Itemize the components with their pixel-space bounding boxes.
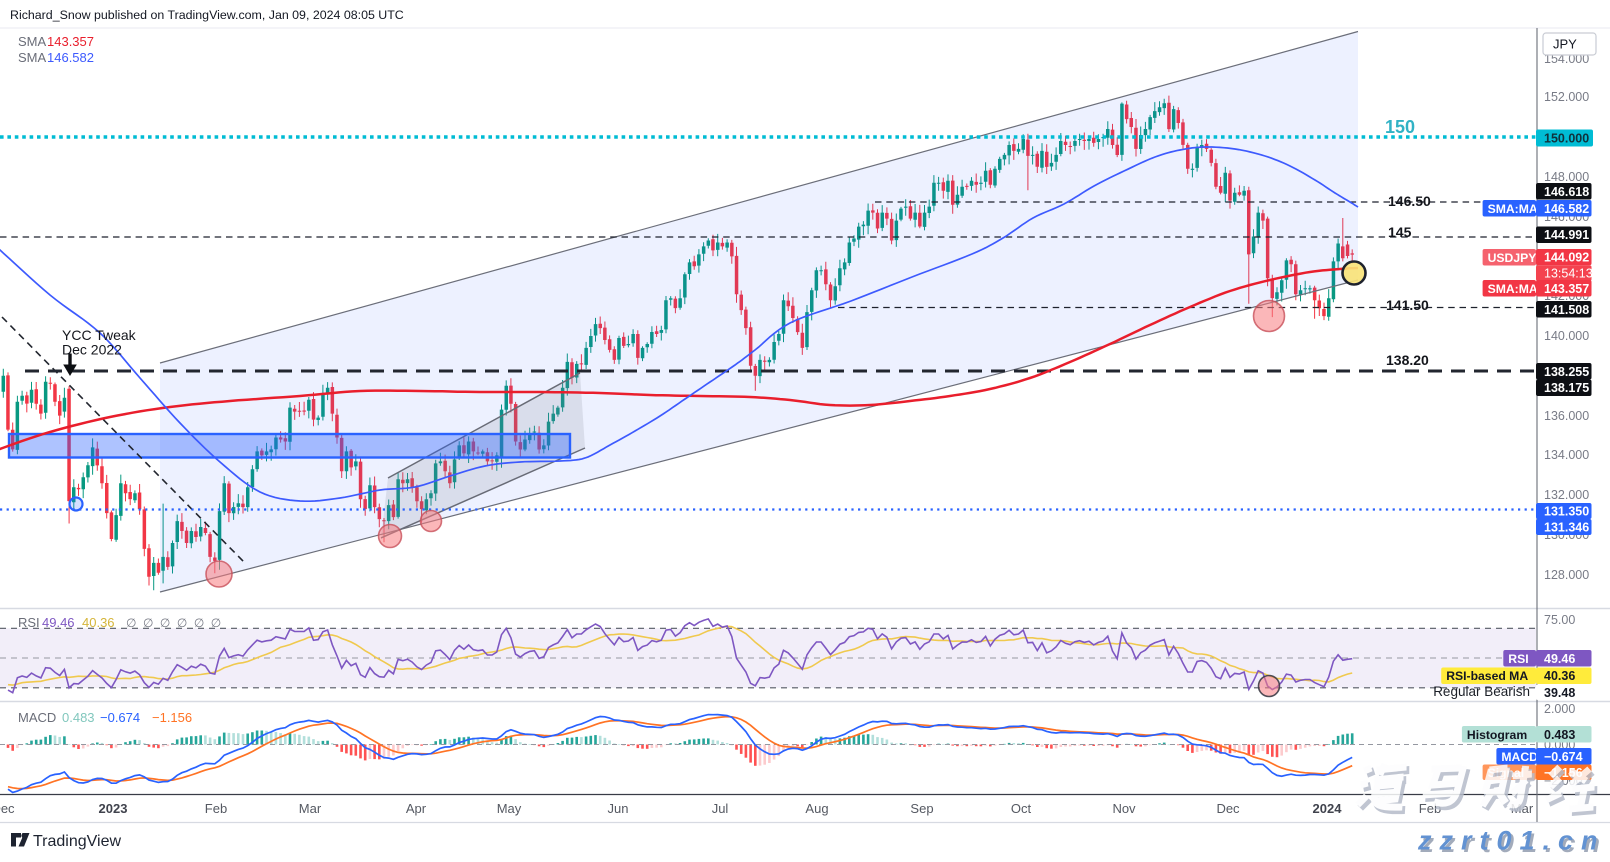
svg-text:Sep: Sep [910,801,933,816]
svg-text:0.483: 0.483 [62,710,95,725]
svg-text:MACD: MACD [18,710,56,725]
svg-text:40.36: 40.36 [1544,669,1575,683]
svg-text:Feb: Feb [205,801,227,816]
svg-text:TradingView: TradingView [33,833,121,850]
svg-text:−1.156: −1.156 [152,710,192,725]
svg-text:zzrt01.cn: zzrt01.cn [1419,828,1608,857]
svg-text:145: 145 [1388,224,1412,240]
svg-text:Jul: Jul [712,801,729,816]
svg-text:2.000: 2.000 [1544,702,1575,716]
svg-text:150: 150 [1385,117,1415,137]
svg-text:144.991: 144.991 [1544,228,1589,242]
svg-text:146.50: 146.50 [1388,193,1431,209]
svg-text:136.000: 136.000 [1544,409,1589,423]
svg-text:Nov: Nov [1112,801,1136,816]
svg-text:148.000: 148.000 [1544,170,1589,184]
svg-text:13:54:13: 13:54:13 [1544,267,1593,281]
svg-text:146.618: 146.618 [1544,185,1589,199]
svg-text:152.000: 152.000 [1544,90,1589,104]
svg-text:Regular Bearish: Regular Bearish [1433,684,1530,699]
svg-text:146.582: 146.582 [1544,202,1589,216]
svg-text:138.255: 138.255 [1544,365,1589,379]
svg-text:USDJPY: USDJPY [1488,251,1537,265]
svg-text:131.350: 131.350 [1544,505,1589,519]
svg-text:75.00: 75.00 [1544,613,1575,627]
svg-text:128.000: 128.000 [1544,568,1589,582]
svg-text:143.357: 143.357 [47,34,94,49]
svg-text:138.20: 138.20 [1386,352,1429,368]
svg-text:2023: 2023 [99,801,128,816]
svg-text:SMA:MA: SMA:MA [1488,282,1538,296]
svg-text:RSI-based MA: RSI-based MA [1446,669,1528,683]
svg-text:40.36: 40.36 [82,615,115,630]
svg-text:RSI: RSI [1508,652,1528,666]
svg-text:Apr: Apr [406,801,427,816]
svg-text:SMA:MA: SMA:MA [1488,202,1538,216]
svg-text:Aug: Aug [805,801,828,816]
svg-text:2024: 2024 [1313,801,1343,816]
svg-text:140.000: 140.000 [1544,329,1589,343]
svg-text:39.48: 39.48 [1544,686,1575,700]
svg-text:SMA: SMA [18,34,47,49]
svg-text:zzrt01.cn: zzrt01.cn [1417,826,1606,856]
svg-text:132.000: 132.000 [1544,488,1589,502]
svg-text:144.092: 144.092 [1544,251,1589,265]
svg-text:Richard_Snow published on Trad: Richard_Snow published on TradingView.co… [10,8,404,22]
svg-text:MACD: MACD [1501,750,1538,764]
svg-text:−0.674: −0.674 [1544,750,1583,764]
svg-text:141.508: 141.508 [1544,303,1589,317]
svg-text:May: May [497,801,522,816]
svg-text:Jun: Jun [608,801,629,816]
svg-text:150.000: 150.000 [1544,132,1589,146]
svg-text:Dec: Dec [0,801,15,816]
svg-text:∅∅∅∅∅∅: ∅∅∅∅∅∅ [126,616,228,630]
svg-text:141.50: 141.50 [1386,297,1429,313]
svg-text:YCC Tweak: YCC Tweak [62,327,137,343]
svg-text:146.582: 146.582 [47,50,94,65]
svg-text:Oct: Oct [1011,801,1032,816]
svg-text:134.000: 134.000 [1544,448,1589,462]
svg-text:RSI: RSI [18,615,40,630]
svg-text:49.46: 49.46 [1544,652,1575,666]
svg-text:JPY: JPY [1553,37,1577,52]
svg-text:Dec 2022: Dec 2022 [62,342,122,358]
svg-text:143.357: 143.357 [1544,282,1589,296]
svg-text:131.346: 131.346 [1544,521,1589,535]
svg-text:−0.674: −0.674 [100,710,140,725]
svg-text:Mar: Mar [299,801,322,816]
svg-text:138.175: 138.175 [1544,381,1589,395]
svg-text:Histogram: Histogram [1467,728,1527,742]
svg-text:SMA: SMA [18,50,47,65]
svg-text:49.46: 49.46 [42,615,75,630]
svg-text:Dec: Dec [1216,801,1240,816]
svg-text:0.483: 0.483 [1544,728,1575,742]
